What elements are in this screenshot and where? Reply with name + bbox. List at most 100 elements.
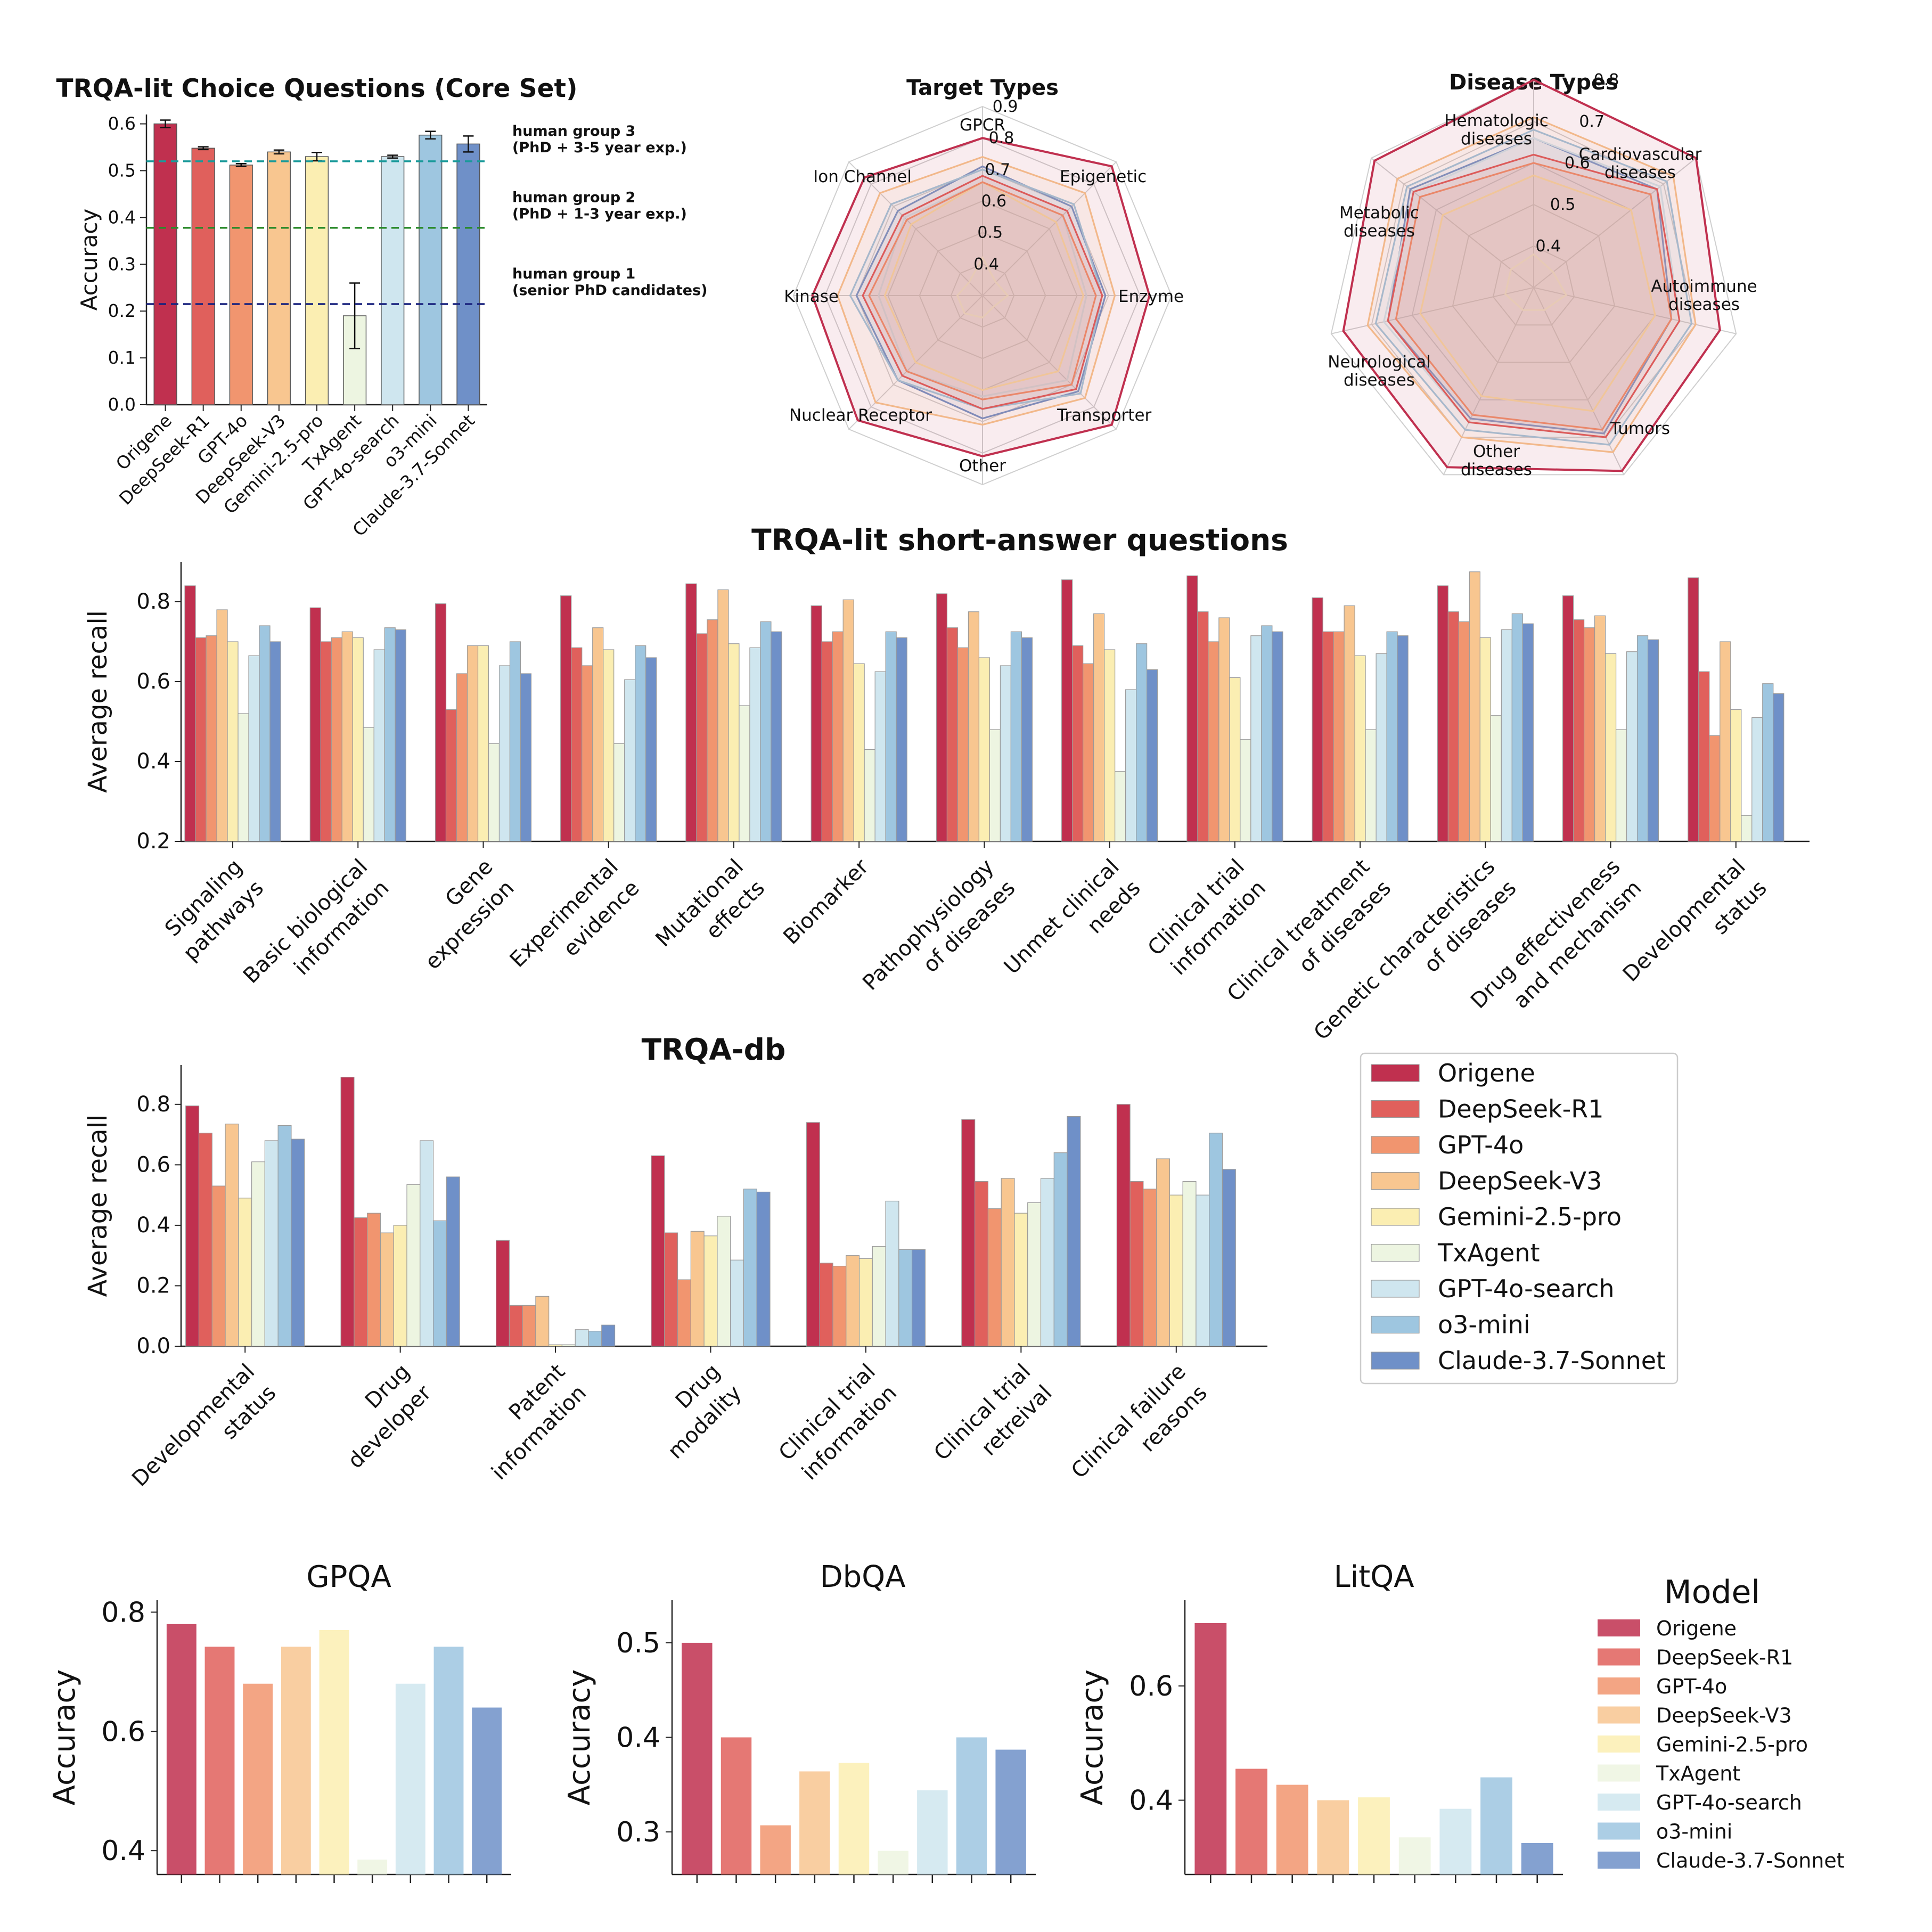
bar xyxy=(811,605,822,842)
bar xyxy=(832,631,844,842)
bar xyxy=(1261,625,1273,842)
bar xyxy=(975,1181,989,1347)
bar xyxy=(406,1184,421,1347)
y-tick-label: 0.0 xyxy=(136,1334,170,1358)
bar xyxy=(1604,653,1617,842)
bar xyxy=(946,627,959,842)
bar xyxy=(690,1231,705,1347)
bar xyxy=(838,1763,870,1874)
bar xyxy=(961,1119,976,1347)
bar xyxy=(1208,641,1219,842)
y-axis-label: Accuracy xyxy=(47,1669,82,1806)
legend-swatch xyxy=(1598,1852,1640,1869)
y-tick-label: 0.8 xyxy=(101,1597,145,1628)
main-legend: Origene DeepSeek-R1 GPT-4o DeepSeek-V3 Gemin… xyxy=(1360,1052,1679,1385)
bar xyxy=(1626,651,1638,842)
legend-swatch xyxy=(1371,1315,1420,1334)
radar-tick-label: 0.6 xyxy=(981,192,1006,211)
disease-types-radar: Disease Types0.40.50.60.70.8Hematologicd… xyxy=(1328,70,1757,479)
legend-label: Gemini-2.5-pro xyxy=(1656,1733,1808,1756)
radar-spoke xyxy=(1443,287,1534,475)
radar-tick-label: 0.4 xyxy=(1535,237,1561,256)
bar xyxy=(251,1161,265,1347)
bar xyxy=(1720,641,1731,842)
radar-tick-label: 0.6 xyxy=(1565,154,1590,173)
bar xyxy=(305,156,329,405)
legend-label: Origene xyxy=(1438,1059,1535,1087)
bar xyxy=(1093,613,1105,842)
bar xyxy=(446,1176,460,1347)
legend-swatch xyxy=(1598,1648,1640,1666)
radar-axis-label: Epigenetic xyxy=(1060,167,1147,186)
radar-spoke xyxy=(1533,158,1697,288)
bar xyxy=(198,1133,212,1347)
legend-swatch xyxy=(1371,1243,1420,1262)
bar xyxy=(1469,571,1480,842)
chart-title: TRQA-lit short-answer questions xyxy=(751,523,1288,557)
y-axis-label: Average recall xyxy=(83,1114,113,1297)
bar xyxy=(1156,1158,1170,1347)
bar xyxy=(535,1296,550,1347)
baseline-label: (senior PhD candidates) xyxy=(512,282,708,299)
bar xyxy=(1501,629,1512,842)
bar xyxy=(1447,611,1459,842)
baseline-label: human group 2 xyxy=(512,190,635,206)
y-tick-label: 0.8 xyxy=(136,1092,170,1117)
bar xyxy=(978,657,990,842)
bar xyxy=(456,673,468,842)
bar xyxy=(703,1235,718,1347)
bar xyxy=(1458,621,1470,842)
gpqa-chart: GPQA 0.4 0.6 0.8 Accuracy xyxy=(47,1560,511,1883)
y-tick-label: 0.6 xyxy=(101,1716,145,1748)
bar xyxy=(291,1139,305,1347)
y-tick-label: 0.3 xyxy=(108,253,136,274)
bar xyxy=(381,156,405,405)
bar xyxy=(185,1106,200,1347)
radar-tick-label: 0.5 xyxy=(977,224,1003,242)
bar xyxy=(819,1263,833,1347)
bar xyxy=(395,1683,425,1874)
bar xyxy=(166,1624,197,1874)
bar xyxy=(1397,635,1409,842)
bar xyxy=(987,1208,1002,1347)
y-tick-label: 0.8 xyxy=(136,590,170,614)
baseline-label: (PhD + 3-5 year exp.) xyxy=(512,140,687,156)
legend-swatch xyxy=(1371,1136,1420,1154)
bar xyxy=(1182,1181,1197,1347)
radar-grid-ring xyxy=(1492,245,1575,326)
bar xyxy=(936,593,948,842)
bar xyxy=(1072,645,1084,842)
legend-swatch xyxy=(1598,1794,1640,1811)
radar-series xyxy=(1387,137,1673,435)
bar xyxy=(760,621,772,842)
radar-tick-label: 0.7 xyxy=(985,160,1011,179)
bar xyxy=(1240,739,1251,842)
legend-label: o3-mini xyxy=(1438,1311,1530,1339)
bar xyxy=(1125,689,1137,842)
radar-grid-ring xyxy=(1330,79,1737,476)
bar xyxy=(363,727,374,842)
bar xyxy=(472,1707,502,1874)
radar-series xyxy=(1395,162,1673,431)
bar xyxy=(357,1860,388,1874)
bar xyxy=(466,645,479,842)
bar xyxy=(651,1155,665,1347)
bar xyxy=(874,671,886,842)
bar xyxy=(1136,643,1148,842)
bar xyxy=(872,1246,886,1347)
radar-series xyxy=(1374,128,1693,446)
radar-axis-label: GPCR xyxy=(960,116,1005,135)
bar xyxy=(341,631,353,842)
bar xyxy=(771,631,782,842)
radar-series xyxy=(1387,153,1681,438)
bar xyxy=(1218,617,1230,842)
bar xyxy=(682,1642,713,1874)
radar-series xyxy=(855,165,1107,420)
bar xyxy=(277,1125,292,1347)
radar-axis-label: diseases xyxy=(1344,222,1415,241)
radar-spoke xyxy=(1331,287,1534,334)
bar xyxy=(269,641,281,842)
bar xyxy=(1235,1769,1267,1874)
radar-tick-label: 0.9 xyxy=(993,97,1018,116)
